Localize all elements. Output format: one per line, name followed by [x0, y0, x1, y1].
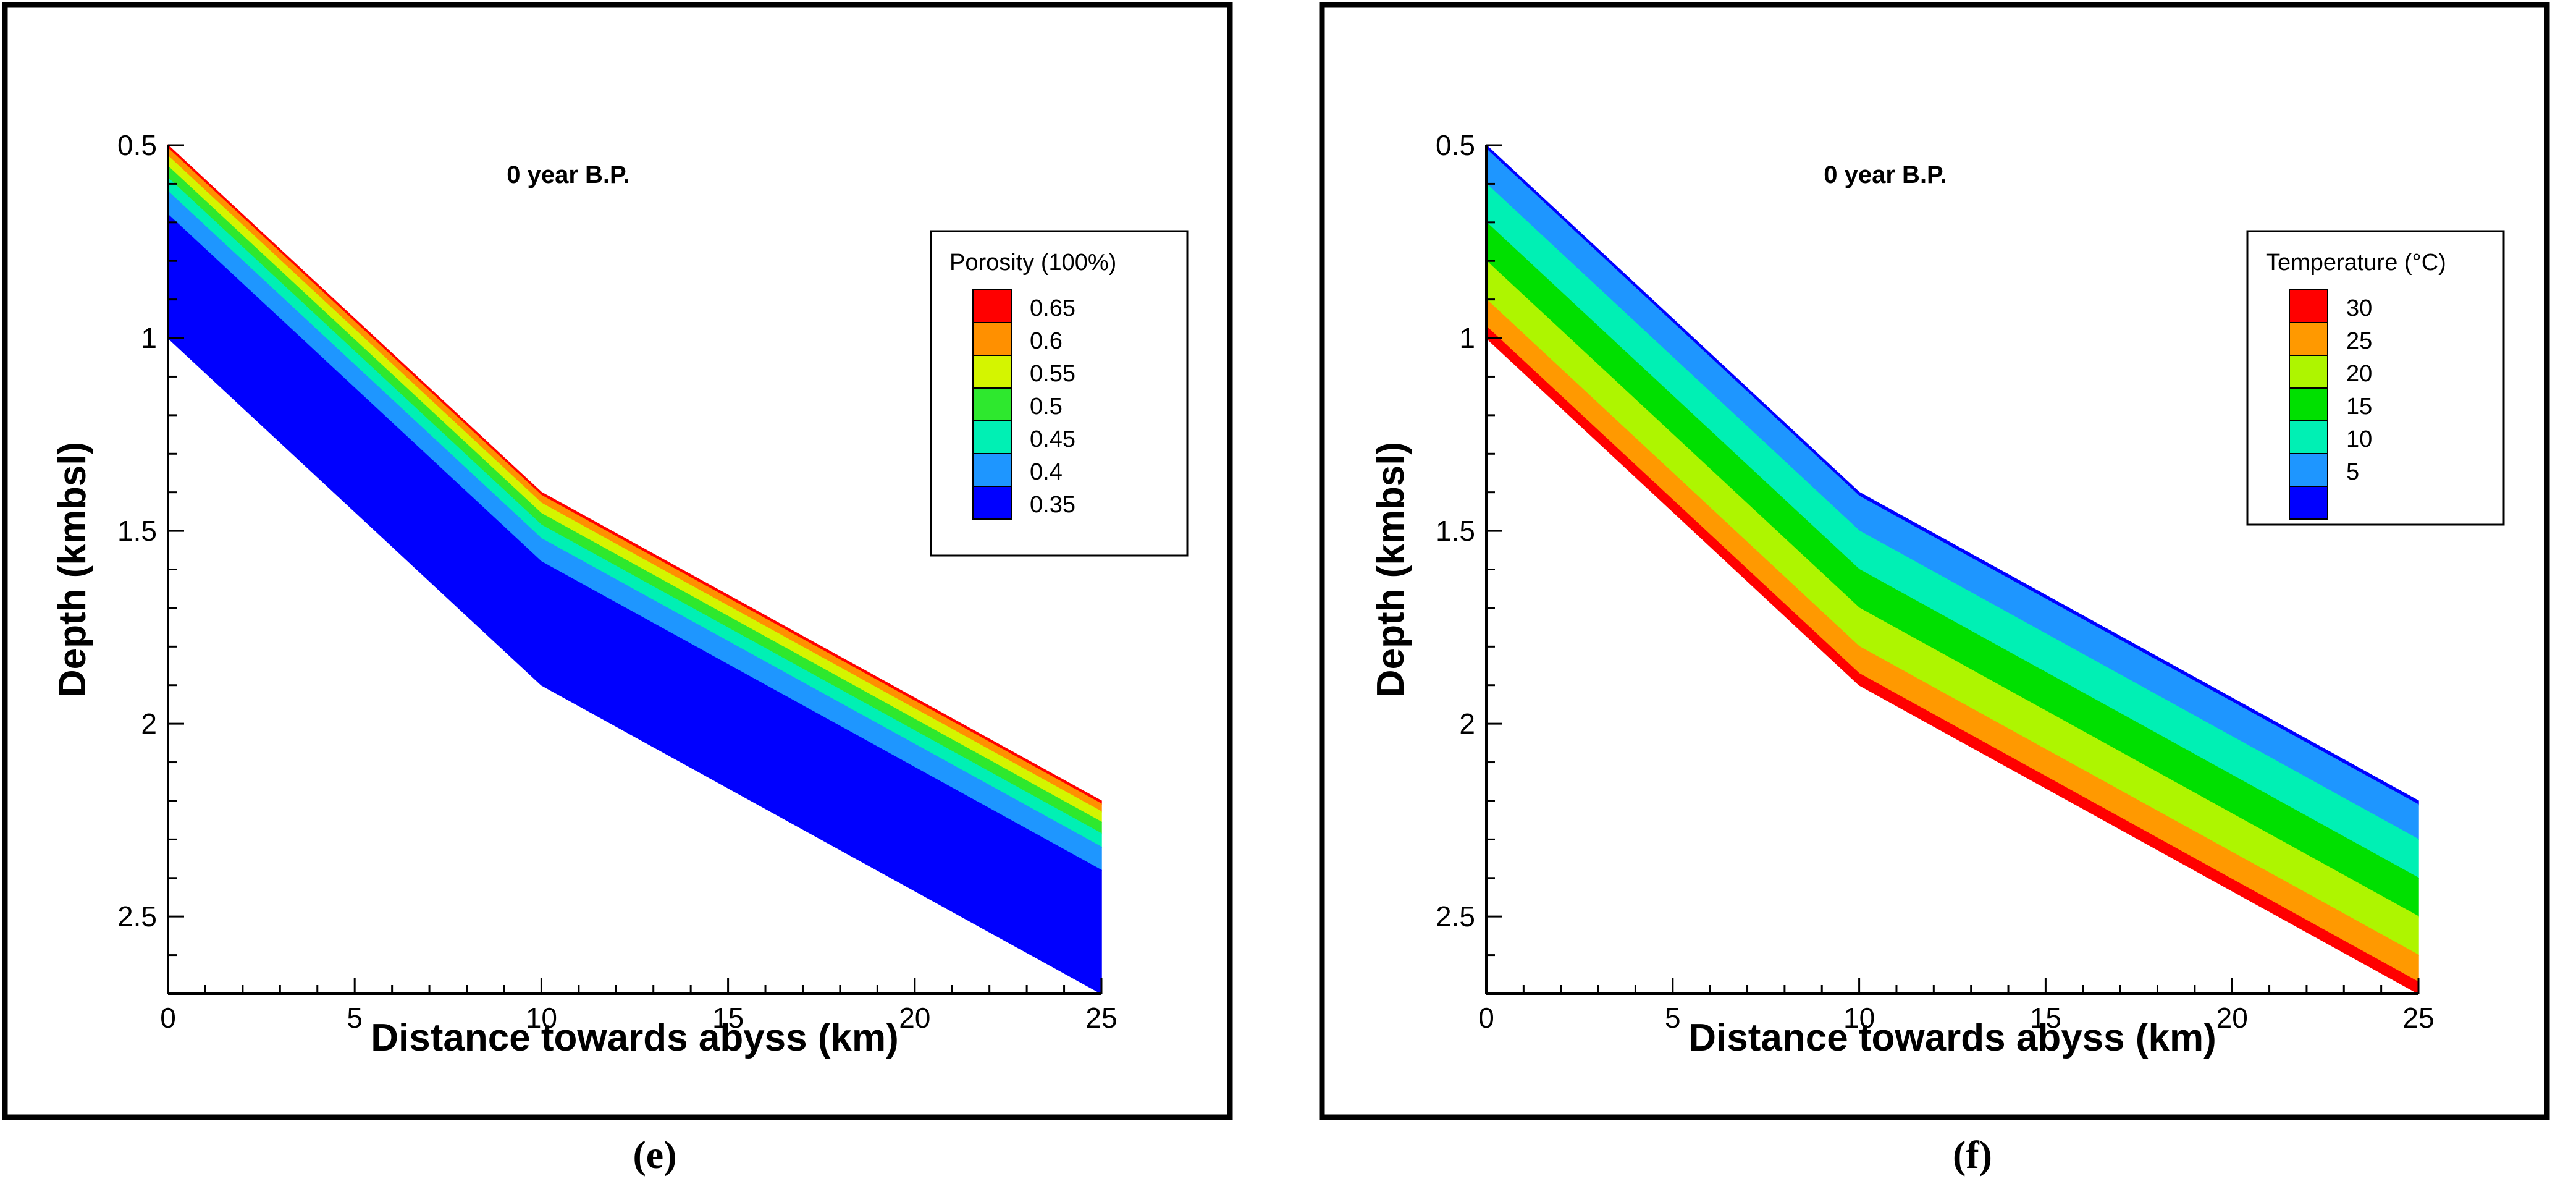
legend: Porosity (100%) 0.65 0.6 0.55 0.5 0.45 0.4 0.35: [930, 230, 1189, 557]
x-tick-label: 0: [160, 1002, 176, 1034]
legend-level-label: 0.65: [1030, 295, 1075, 321]
legend-swatch: [972, 289, 1012, 323]
y-tick-label: 2: [1459, 708, 1475, 740]
legend-level-label: 0.55: [1030, 361, 1075, 387]
time-annotation: 0 year B.P.: [507, 161, 629, 188]
legend-level-label: 30: [2346, 295, 2372, 321]
y-tick-label: 1.5: [1436, 515, 1475, 547]
legend-swatch: [972, 486, 1012, 520]
legend-level-label: 20: [2346, 361, 2372, 387]
x-axis-label: Distance towards abyss (km): [1688, 1017, 2216, 1059]
x-tick-label: 0: [1478, 1002, 1494, 1034]
legend-swatch: [972, 420, 1012, 454]
x-tick-label: 25: [1085, 1002, 1117, 1034]
x-tick-label: 20: [899, 1002, 930, 1034]
legend-title: Temperature (°C): [2266, 250, 2446, 276]
legend-swatch: [972, 322, 1012, 356]
legend-swatch: [2289, 322, 2328, 356]
x-tick-label: 15: [2030, 1002, 2061, 1034]
x-axis-label: Distance towards abyss (km): [371, 1017, 899, 1059]
legend-level-label: 25: [2346, 328, 2372, 354]
x-tick-label: 10: [526, 1002, 557, 1034]
legend-swatch: [2289, 420, 2328, 454]
legend-swatch: [2289, 486, 2328, 520]
legend-swatch: [2289, 453, 2328, 487]
y-tick-label: 2.5: [117, 900, 157, 933]
y-tick-label: 1: [1459, 322, 1475, 354]
legend-level-label: 10: [2346, 426, 2372, 452]
panel-caption: (f): [1953, 1133, 1992, 1177]
x-tick-label: 15: [712, 1002, 744, 1034]
x-tick-label: 5: [347, 1002, 363, 1034]
y-axis-label: Depth (kmbsl): [51, 442, 94, 697]
panel-e: 0 5 10 15 20 25 0.5 1 1.5 2 2.5 Distance towards ab…: [2, 2, 1233, 1120]
legend-level-label: 0.4: [1030, 459, 1063, 485]
legend-level-label: 0.35: [1030, 492, 1075, 518]
legend-swatch: [2289, 289, 2328, 323]
legend-title: Porosity (100%): [949, 250, 1116, 276]
legend-level-label: 0.6: [1030, 328, 1063, 354]
legend-swatch: [972, 387, 1012, 421]
panel-f: 0 5 10 15 20 25 0.5 1 1.5 2 2.5 Distance towards ab…: [1319, 2, 2550, 1120]
legend-level-label: 15: [2346, 394, 2372, 420]
legend-swatch: [2289, 355, 2328, 389]
legend: Temperature (°C) 30 25 20 15 10 5: [2246, 230, 2505, 526]
legend-level-label: 5: [2346, 459, 2359, 485]
x-tick-label: 10: [1843, 1002, 1875, 1034]
legend-level-label: 0.5: [1030, 394, 1063, 420]
legend-swatch: [972, 355, 1012, 389]
y-tick-label: 0.5: [117, 129, 157, 161]
legend-swatch: [972, 453, 1012, 487]
x-tick-label: 5: [1665, 1002, 1681, 1034]
x-tick-label: 20: [2216, 1002, 2248, 1034]
y-tick-label: 2: [141, 708, 157, 740]
legend-level-label: 0.45: [1030, 426, 1075, 452]
x-tick-label: 25: [2402, 1002, 2434, 1034]
time-annotation: 0 year B.P.: [1824, 161, 1947, 188]
y-tick-label: 1.5: [117, 515, 157, 547]
y-tick-label: 2.5: [1436, 900, 1475, 933]
y-axis-label: Depth (kmbsl): [1370, 442, 1412, 697]
panel-caption: (e): [633, 1133, 676, 1177]
legend-swatch: [2289, 387, 2328, 421]
y-tick-label: 1: [141, 322, 157, 354]
y-tick-label: 0.5: [1436, 129, 1475, 161]
